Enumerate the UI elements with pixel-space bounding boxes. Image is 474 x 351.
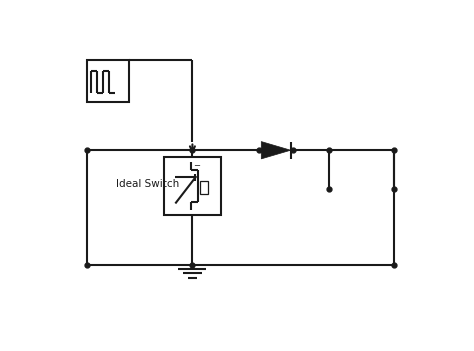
Text: Ideal Switch: Ideal Switch [116,179,180,189]
Bar [201,181,208,194]
Bar [87,60,129,101]
Bar [164,157,221,215]
Polygon shape [261,141,291,159]
Text: −: − [193,161,200,170]
